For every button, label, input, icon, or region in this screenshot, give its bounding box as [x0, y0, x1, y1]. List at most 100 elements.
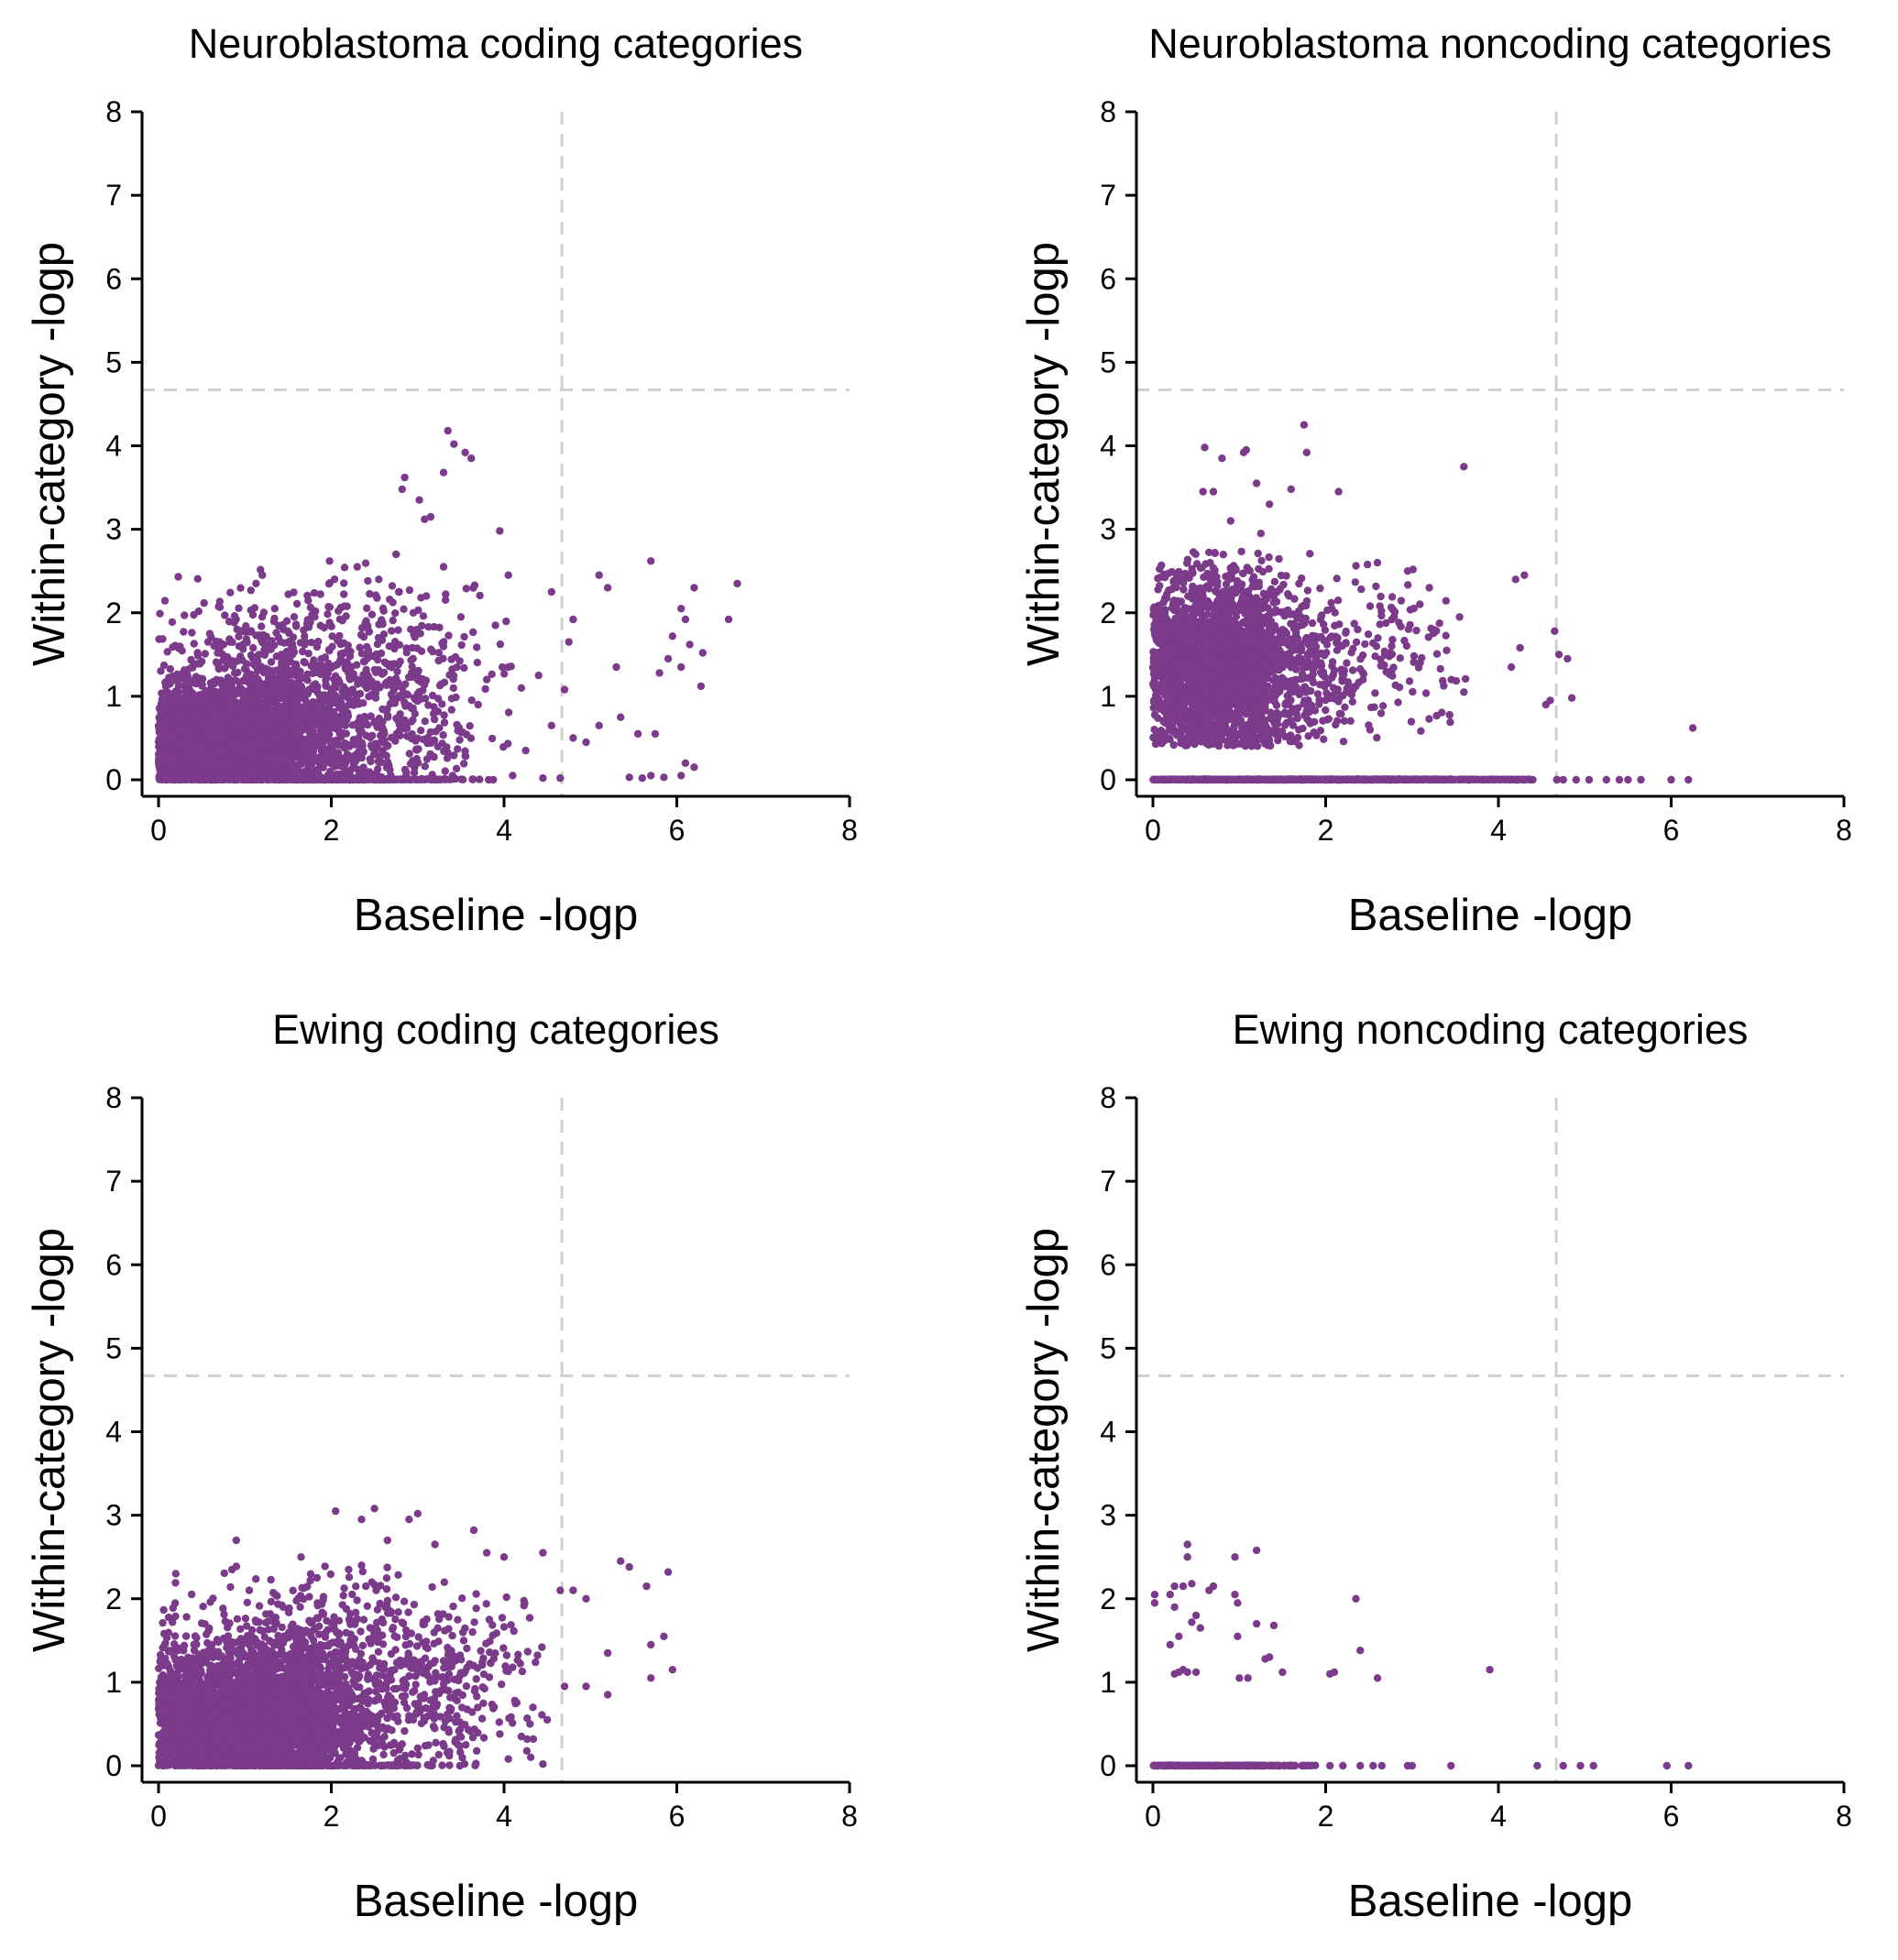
data-point — [430, 622, 438, 631]
data-point — [314, 732, 324, 740]
data-point — [193, 575, 202, 583]
data-point — [284, 729, 292, 739]
data-point — [647, 557, 655, 565]
data-point — [228, 638, 236, 646]
data-point — [342, 612, 350, 620]
data-point — [188, 629, 196, 637]
data-point — [221, 681, 229, 689]
data-point — [379, 604, 388, 612]
data-point — [158, 689, 166, 697]
data-point — [206, 686, 214, 695]
data-point — [355, 700, 363, 708]
data-point — [170, 716, 179, 724]
data-point — [405, 750, 413, 758]
data-point — [360, 681, 369, 689]
data-point — [291, 734, 300, 742]
data-point — [1150, 726, 1158, 734]
data-point — [303, 670, 312, 678]
data-point — [455, 736, 464, 744]
data-point — [318, 775, 326, 783]
data-point — [438, 739, 446, 748]
data-point — [384, 741, 392, 750]
data-point — [387, 678, 395, 686]
data-point — [387, 690, 396, 698]
data-point — [287, 658, 295, 666]
data-point — [426, 774, 434, 783]
data-point — [271, 741, 280, 750]
data-point — [162, 699, 170, 708]
data-point — [547, 721, 555, 729]
data-point — [187, 655, 195, 664]
y-tick-label: 2 — [105, 597, 122, 630]
y-tick-label: 3 — [105, 513, 122, 546]
data-point — [233, 625, 241, 634]
data-point — [420, 681, 429, 689]
data-point — [192, 775, 201, 783]
data-point — [277, 681, 286, 689]
data-point — [499, 743, 508, 751]
data-point — [379, 620, 387, 629]
data-point — [444, 426, 452, 435]
data-point — [384, 713, 392, 721]
data-point — [457, 641, 466, 650]
data-point — [269, 667, 278, 675]
data-point — [200, 697, 208, 706]
data-point — [161, 742, 170, 750]
data-point — [284, 590, 292, 598]
data-point — [182, 725, 191, 733]
data-point — [191, 697, 200, 706]
data-point — [1308, 619, 1317, 628]
data-point — [427, 739, 435, 748]
data-point — [236, 762, 245, 771]
data-point — [390, 638, 400, 646]
data-point — [364, 720, 372, 729]
data-point — [556, 774, 565, 783]
data-point — [198, 728, 206, 736]
data-point — [159, 635, 167, 643]
data-point — [612, 662, 620, 672]
data-point — [448, 665, 456, 673]
data-point — [340, 754, 349, 762]
data-point — [617, 713, 625, 721]
data-point — [305, 754, 314, 763]
data-point — [250, 743, 258, 751]
data-point — [318, 716, 327, 725]
data-point — [686, 641, 694, 649]
data-point — [365, 673, 373, 682]
data-point — [223, 696, 232, 705]
data-point — [488, 734, 497, 743]
data-point — [1322, 706, 1330, 715]
data-point — [491, 621, 499, 630]
data-point — [291, 761, 301, 770]
data-point — [323, 673, 331, 683]
y-tick-label: 7 — [105, 179, 122, 212]
data-point — [456, 613, 466, 621]
data-point — [502, 617, 510, 626]
data-point — [263, 645, 272, 654]
data-point — [239, 641, 247, 649]
data-point — [219, 656, 227, 664]
data-point — [247, 729, 255, 739]
data-point — [452, 693, 460, 702]
data-point — [408, 662, 416, 671]
data-point — [205, 754, 214, 763]
data-point — [419, 612, 428, 620]
data-point — [256, 684, 264, 692]
data-point — [439, 731, 447, 739]
data-point — [316, 703, 324, 711]
data-point — [225, 618, 234, 626]
data-point — [325, 557, 334, 565]
x-tick-label: 0 — [150, 814, 167, 847]
data-point — [219, 641, 228, 649]
data-point — [569, 615, 577, 624]
data-point — [366, 589, 374, 598]
data-point — [435, 724, 444, 732]
data-point — [340, 579, 348, 587]
y-tick-label: 4 — [105, 430, 122, 463]
data-point — [227, 738, 236, 746]
data-point — [357, 630, 366, 640]
data-point — [295, 711, 303, 719]
data-point — [186, 714, 194, 722]
data-point — [1303, 586, 1312, 595]
data-point — [406, 760, 415, 768]
